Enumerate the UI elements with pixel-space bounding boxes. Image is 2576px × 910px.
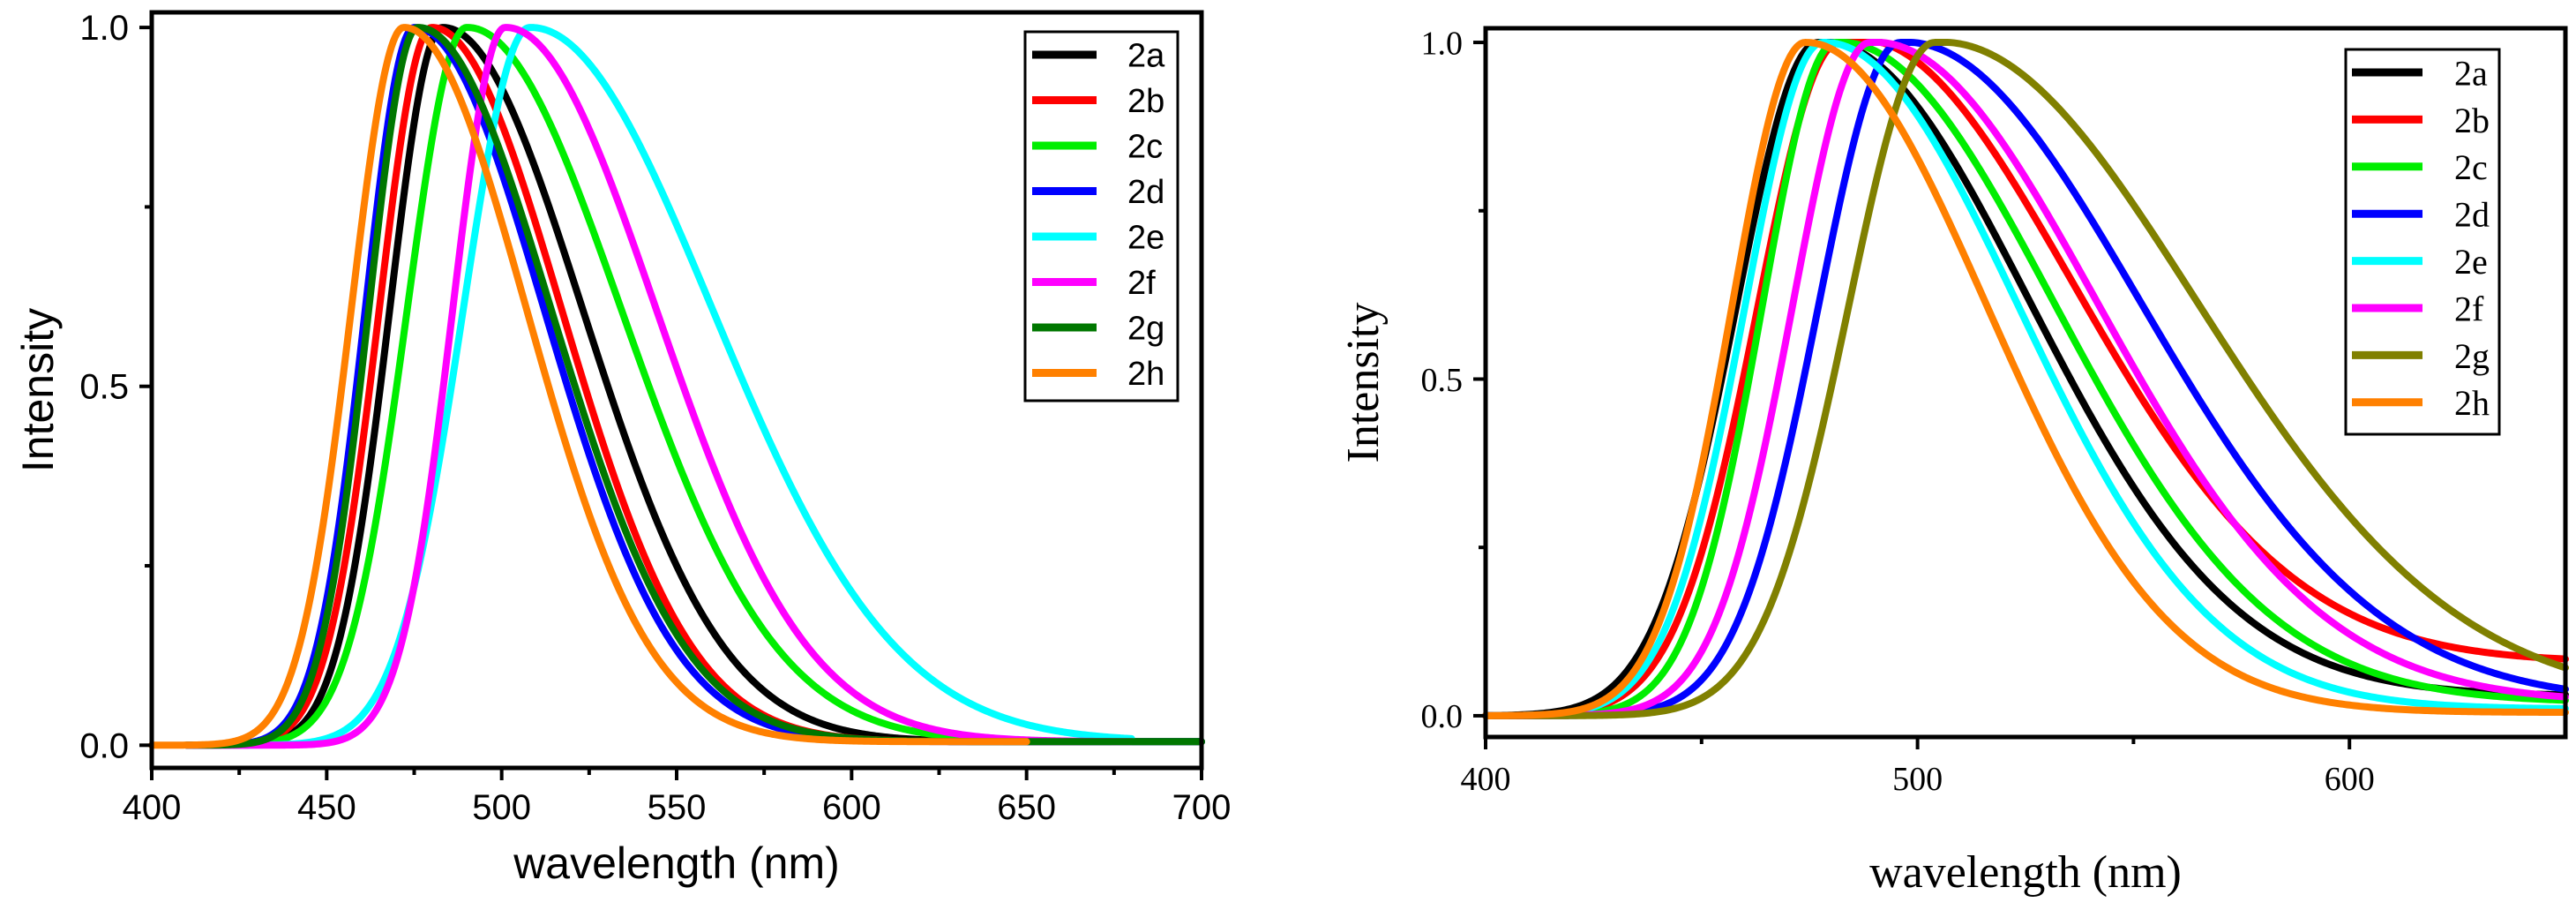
legend-label-2h: 2h (1127, 356, 1164, 393)
y-tick-label: 1.0 (1421, 25, 1464, 62)
legend-label-2e: 2e (1127, 220, 1164, 257)
chart-left-curves (148, 24, 1205, 749)
x-tick-label: 650 (997, 788, 1056, 827)
y-tick-label: 0.0 (1421, 698, 1464, 735)
legend-box (1023, 30, 1179, 402)
chart-right-ticks (1473, 41, 2352, 749)
series-line-2h (1482, 39, 2569, 719)
series-line-2d (1482, 39, 2569, 719)
series-line-2f (1482, 39, 2569, 719)
y-tick-label: 1.0 (79, 9, 129, 48)
chart-right-plot-frame (1483, 26, 2568, 740)
chart-right-curves (1482, 39, 2569, 719)
x-tick-label: 500 (472, 788, 531, 827)
y-tick-label: 0.0 (79, 726, 129, 765)
legend-box (2344, 48, 2501, 436)
x-tick-label: 450 (297, 788, 356, 827)
legend-label-2f: 2f (2454, 289, 2484, 328)
series-line-2e (183, 24, 1135, 749)
legend-label-2e: 2e (2454, 242, 2488, 282)
legend-label-2b: 2b (1127, 83, 1164, 120)
x-tick-label: 400 (123, 788, 182, 827)
legend-label-2f: 2f (1127, 265, 1156, 302)
y-tick-label: 0.5 (79, 368, 129, 407)
series-line-2h (148, 24, 1030, 749)
chart-left-legend: 2a 2b 2c 2d 2e 2f 2g 2h (1023, 30, 1179, 402)
series-line-2c (1482, 39, 2569, 719)
legend-label-2c: 2c (2454, 147, 2488, 187)
x-tick-label: 700 (1172, 788, 1232, 827)
legend-label-2b: 2b (2454, 101, 2490, 140)
x-tick-label: 500 (1892, 761, 1943, 798)
legend-label-2d: 2d (2454, 195, 2490, 235)
legend-label-2c: 2c (1127, 129, 1163, 166)
x-tick-label: 600 (822, 788, 881, 827)
series-line-2e (1482, 39, 2569, 719)
legend-label-2h: 2h (2454, 383, 2490, 423)
chart-right-tick-labels: 400 500 600 0.0 0.5 1.0 (1421, 25, 2375, 798)
legend-label-2d: 2d (1127, 174, 1164, 211)
series-line-2g (183, 24, 1205, 749)
legend-label-2a: 2a (2454, 53, 2488, 93)
x-tick-label: 400 (1461, 761, 1511, 798)
chart-right: 400 500 600 0.0 0.5 1.0 wavelength (nm) Inten… (1338, 25, 2569, 898)
chart-right-y-axis-label: Intensity (1338, 303, 1389, 463)
chart-left-y-axis-label: Intensity (13, 308, 63, 472)
series-line-2g (1482, 39, 2569, 719)
legend-label-2g: 2g (1127, 311, 1164, 348)
y-tick-label: 0.5 (1421, 362, 1464, 399)
series-line-2b (1482, 39, 2569, 719)
chart-left-tick-labels: 400 450 500 550 600 650 700 0.0 0.5 1.0 (79, 9, 1231, 827)
chart-left: 400 450 500 550 600 650 700 0.0 0.5 1.0 wavelengt… (13, 9, 1231, 888)
chart-left-x-axis-label: wavelength (nm) (513, 839, 840, 888)
x-tick-label: 600 (2325, 761, 2375, 798)
chart-left-ticks (139, 26, 1203, 780)
legend-label-2g: 2g (2454, 336, 2490, 376)
chart-right-legend: 2a 2b 2c 2d 2e 2f 2g 2h (2344, 48, 2501, 436)
legend-label-2a: 2a (1127, 38, 1165, 75)
chart-right-x-axis-label: wavelength (nm) (1869, 847, 2182, 898)
series-line-2f (183, 24, 1135, 749)
x-tick-label: 550 (648, 788, 707, 827)
